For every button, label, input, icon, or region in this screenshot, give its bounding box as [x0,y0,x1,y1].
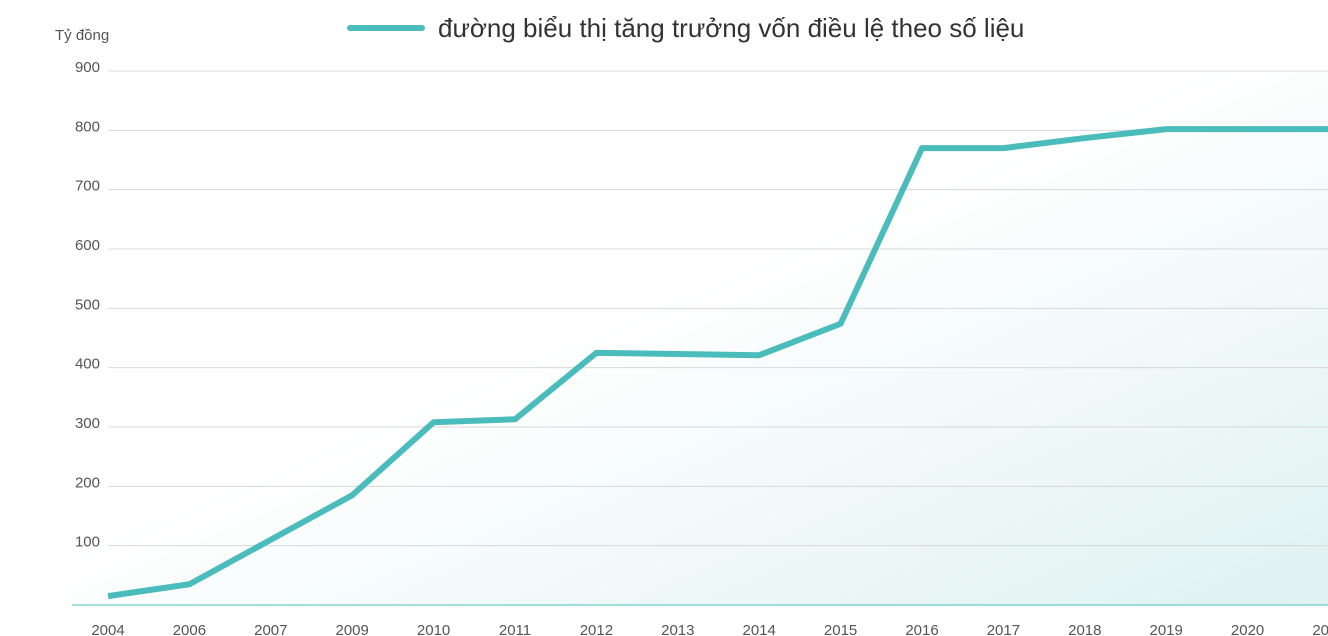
data-line [107,126,1328,600]
y-tick-label: 900 [75,59,100,76]
x-tick-label: 2018 [1068,622,1101,636]
x-tick-label: 2006 [173,622,206,636]
x-tick-label: 2010 [417,622,450,636]
y-tick-label: 100 [75,534,100,551]
legend-label: đường biểu thị tăng trưởng vốn điều lệ t… [438,13,1024,43]
x-tick-label: 2019 [1150,622,1183,636]
y-tick-label: 400 [75,356,100,373]
x-tick-label: 2012 [580,622,613,636]
x-tick-label: 2011 [499,622,531,636]
x-tick-label: 2004 [91,622,124,636]
y-tick-label: 700 [75,178,100,195]
x-tick-label: 2017 [987,622,1020,636]
y-tick-label: 800 [75,118,100,135]
plot-background [72,71,1328,605]
x-tick-label: 2020 [1231,622,1264,636]
x-tick-label: 2021 [1312,622,1328,636]
x-tick-label: 2016 [905,622,938,636]
x-tick-label: 2014 [743,622,776,636]
x-tick-label: 2015 [824,622,857,636]
y-tick-label: 500 [75,296,100,313]
x-tick-label: 2007 [254,622,287,636]
x-tick-label: 2013 [661,622,694,636]
y-tick-label: 200 [75,474,100,491]
y-axis-title: Tỷ đồng [55,27,109,44]
y-tick-label: 300 [75,415,100,432]
x-tick-label: 2009 [336,622,369,636]
y-tick-label: 600 [75,237,100,254]
